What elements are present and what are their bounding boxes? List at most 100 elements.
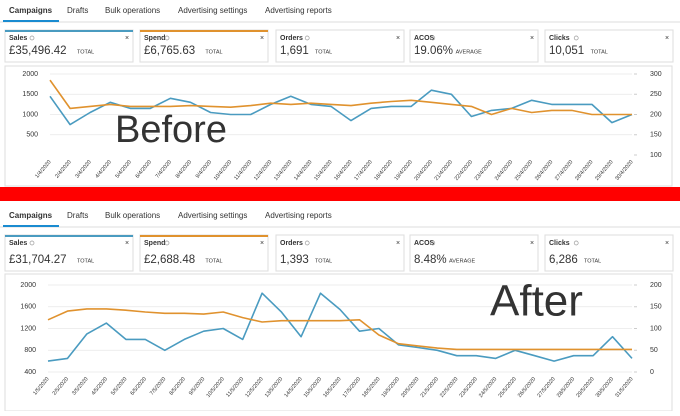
metric-card[interactable] bbox=[275, 234, 405, 272]
y2-tick-label: 200 bbox=[650, 282, 662, 289]
close-icon: × bbox=[260, 35, 264, 42]
x-tick-label: 26/5/2020 bbox=[517, 376, 537, 399]
x-tick-label: 17/5/2020 bbox=[342, 376, 362, 399]
y-tick-label: 400 bbox=[24, 369, 36, 376]
x-tick-label: 17/4/2020 bbox=[353, 159, 373, 182]
tab[interactable]: Drafts bbox=[67, 211, 88, 220]
info-icon bbox=[573, 240, 579, 246]
metric-card[interactable] bbox=[275, 29, 405, 63]
close-icon: × bbox=[665, 35, 669, 42]
x-tick-label: 29/4/2020 bbox=[594, 159, 614, 182]
x-tick-label: 8/4/2020 bbox=[175, 159, 193, 179]
metric-card[interactable] bbox=[544, 29, 674, 63]
metric-card-accent bbox=[5, 235, 133, 237]
overlay-label: Before bbox=[115, 109, 227, 151]
x-tick-label: 28/5/2020 bbox=[556, 376, 576, 399]
info-icon bbox=[304, 35, 310, 41]
x-tick-label: 25/4/2020 bbox=[514, 159, 534, 182]
x-tick-label: 16/5/2020 bbox=[322, 376, 342, 399]
tab[interactable]: Advertising reports bbox=[265, 211, 332, 220]
series-line bbox=[47, 292, 633, 362]
tab[interactable]: Campaigns bbox=[9, 6, 53, 15]
y-tick-label: 2000 bbox=[22, 71, 38, 78]
info-icon bbox=[430, 240, 436, 246]
metric-value: 1,691 bbox=[280, 45, 309, 57]
metric-value: 1,393 bbox=[280, 254, 309, 266]
metric-card[interactable] bbox=[409, 234, 539, 272]
x-tick-label: 30/5/2020 bbox=[595, 376, 615, 399]
y-tick-label: 800 bbox=[24, 347, 36, 354]
metric-value: £35,496.42 bbox=[9, 45, 67, 57]
metric-label: Sales bbox=[9, 240, 27, 247]
metric-suffix: TOTAL bbox=[591, 49, 608, 55]
info-icon bbox=[29, 240, 35, 246]
metric-label: Orders bbox=[280, 35, 303, 42]
info-icon bbox=[29, 35, 35, 41]
x-tick-label: 16/4/2020 bbox=[333, 159, 353, 182]
x-tick-label: 23/4/2020 bbox=[474, 159, 494, 182]
x-tick-label: 18/4/2020 bbox=[373, 159, 393, 182]
metric-suffix: TOTAL bbox=[315, 49, 332, 55]
metric-value: £31,704.27 bbox=[9, 254, 67, 266]
chart-frame bbox=[4, 65, 673, 187]
info-icon bbox=[573, 35, 579, 41]
x-tick-label: 26/4/2020 bbox=[534, 159, 554, 182]
x-tick-label: 13/5/2020 bbox=[264, 376, 284, 399]
tab[interactable]: Advertising reports bbox=[265, 6, 332, 15]
metric-card[interactable] bbox=[544, 234, 674, 272]
x-tick-label: 3/5/2020 bbox=[71, 376, 89, 396]
metric-value: 19.06% bbox=[414, 45, 453, 57]
x-tick-label: 23/5/2020 bbox=[459, 376, 479, 399]
y2-tick-label: 200 bbox=[650, 111, 662, 118]
x-tick-label: 27/4/2020 bbox=[554, 159, 574, 182]
x-tick-label: 20/4/2020 bbox=[414, 159, 434, 182]
tab[interactable]: Advertising settings bbox=[178, 211, 247, 220]
metric-suffix: TOTAL bbox=[205, 49, 222, 55]
metric-label: Spend bbox=[144, 35, 165, 42]
metric-card-accent bbox=[140, 30, 268, 32]
metric-value: 6,286 bbox=[549, 254, 578, 266]
x-tick-label: 15/4/2020 bbox=[313, 159, 333, 182]
metric-label: Spend bbox=[144, 240, 165, 247]
x-tick-label: 10/5/2020 bbox=[206, 376, 226, 399]
x-tick-label: 19/4/2020 bbox=[394, 159, 414, 182]
close-icon: × bbox=[530, 240, 534, 247]
metric-card[interactable] bbox=[139, 29, 269, 63]
x-tick-label: 31/5/2020 bbox=[614, 376, 634, 399]
x-tick-label: 22/5/2020 bbox=[439, 376, 459, 399]
x-tick-label: 11/4/2020 bbox=[233, 159, 253, 181]
metric-suffix: TOTAL bbox=[315, 258, 332, 264]
x-tick-label: 6/4/2020 bbox=[135, 159, 153, 179]
metric-card[interactable] bbox=[4, 29, 134, 63]
y2-tick-label: 300 bbox=[650, 71, 662, 78]
x-tick-label: 3/4/2020 bbox=[74, 159, 92, 179]
metric-suffix: TOTAL bbox=[77, 258, 94, 264]
tab[interactable]: Advertising settings bbox=[178, 6, 247, 15]
y2-tick-label: 100 bbox=[650, 325, 662, 332]
metric-card[interactable] bbox=[4, 234, 134, 272]
close-icon: × bbox=[396, 35, 400, 42]
info-icon bbox=[304, 240, 310, 246]
close-icon: × bbox=[125, 35, 129, 42]
y2-tick-label: 150 bbox=[650, 304, 662, 311]
x-tick-label: 5/4/2020 bbox=[115, 159, 133, 179]
separator bbox=[0, 187, 680, 201]
metric-card[interactable] bbox=[409, 29, 539, 63]
tab[interactable]: Bulk operations bbox=[105, 211, 160, 220]
metric-label: ACOS bbox=[414, 240, 435, 247]
x-tick-label: 5/5/2020 bbox=[110, 376, 128, 396]
x-tick-label: 7/5/2020 bbox=[149, 376, 167, 396]
y2-tick-label: 250 bbox=[650, 91, 662, 98]
tab[interactable]: Bulk operations bbox=[105, 6, 160, 15]
x-tick-label: 14/4/2020 bbox=[293, 159, 313, 182]
metric-label: Orders bbox=[280, 240, 303, 247]
tab[interactable]: Campaigns bbox=[9, 211, 53, 220]
tab[interactable]: Drafts bbox=[67, 6, 88, 15]
x-tick-label: 13/4/2020 bbox=[273, 159, 293, 182]
close-icon: × bbox=[665, 240, 669, 247]
x-tick-label: 10/4/2020 bbox=[213, 159, 233, 182]
series-line bbox=[49, 89, 633, 126]
metric-card-accent bbox=[5, 30, 133, 32]
y-tick-label: 2000 bbox=[20, 282, 36, 289]
close-icon: × bbox=[396, 240, 400, 247]
